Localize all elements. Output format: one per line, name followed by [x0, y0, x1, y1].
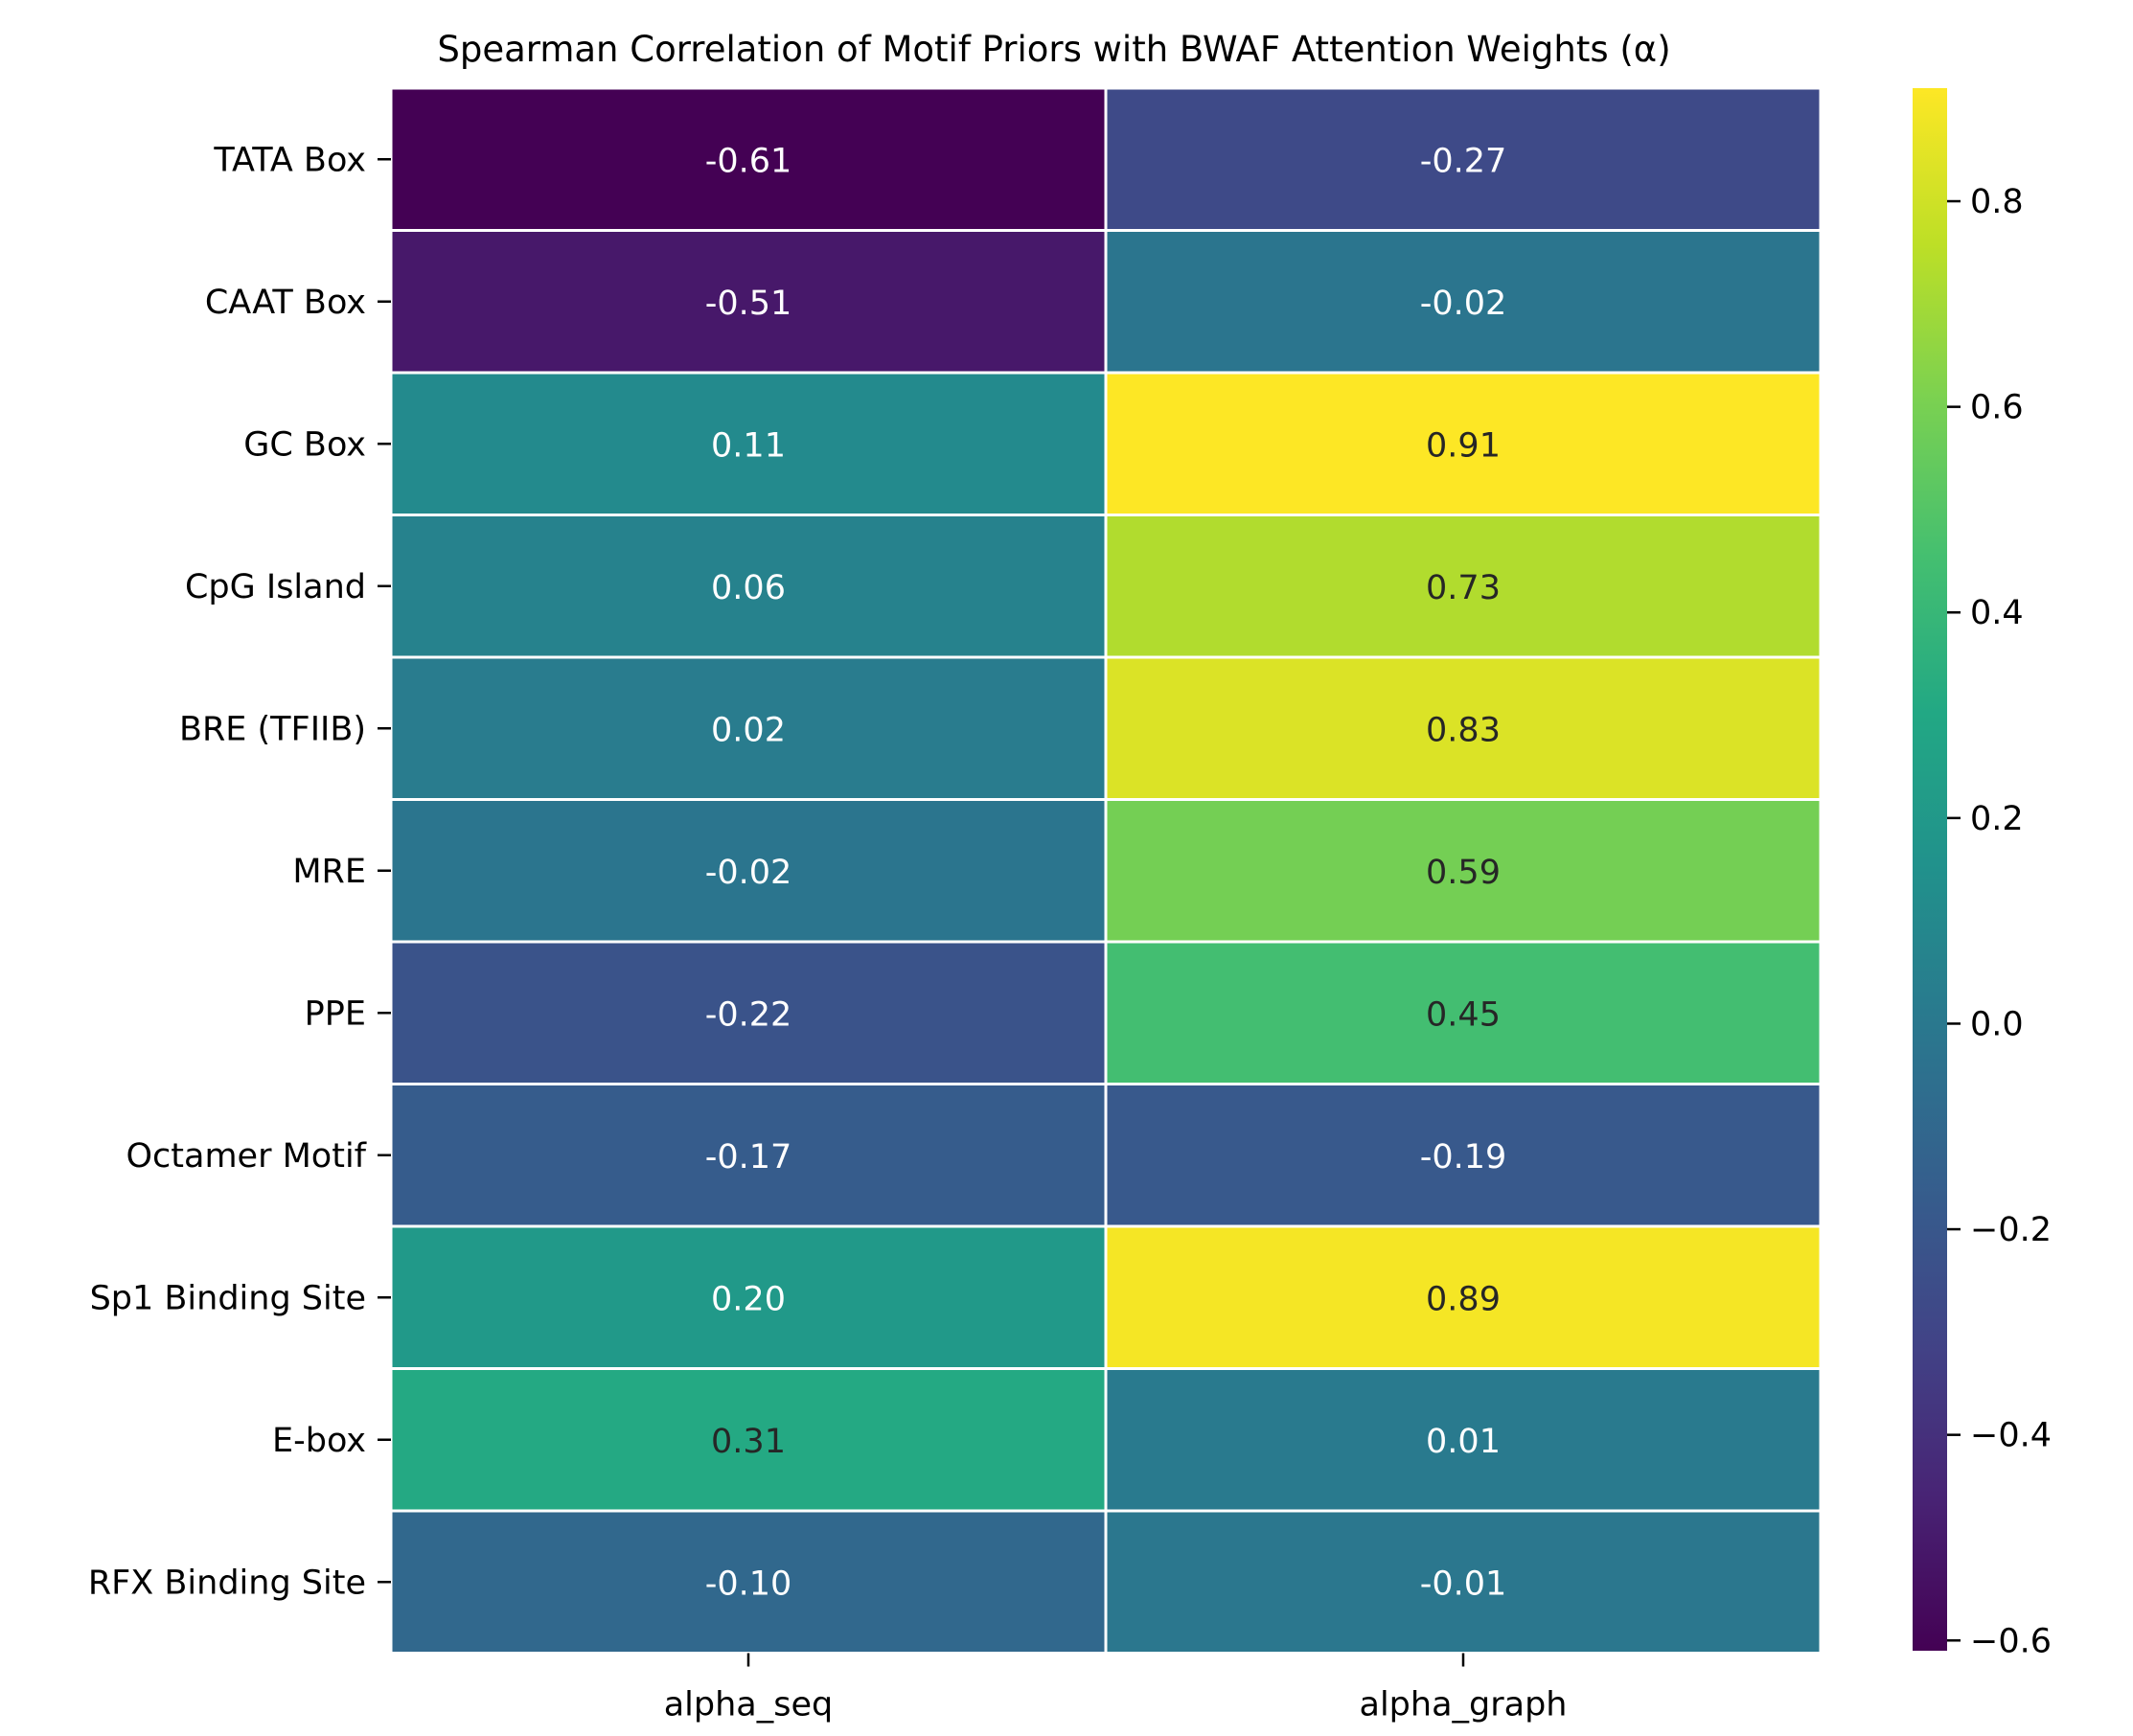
heatmap-cell: [1104, 514, 1823, 659]
chart-title: Spearman Correlation of Motif Priors wit…: [437, 29, 1670, 70]
column-labels: alpha_seq alpha_graph: [664, 1653, 1568, 1725]
colorbar-tick-label: −0.6: [1970, 1622, 2052, 1660]
colorbar: [1913, 88, 1947, 1651]
heatmap-cell: [1104, 940, 1823, 1085]
row-labels: TATA Box CAAT Box GC Box CpG Island BRE (TFI…: [88, 141, 391, 1602]
heatmap-cell: [389, 940, 1108, 1085]
heatmap-cell: [1104, 371, 1823, 516]
heatmap-cell: [389, 1224, 1108, 1370]
colorbar-tick-label: −0.2: [1970, 1211, 2052, 1249]
cell-value-label: -0.10: [705, 1565, 792, 1603]
row-label: E-box: [272, 1422, 366, 1460]
heatmap-cell: [1104, 798, 1823, 944]
cell-value-label: -0.22: [705, 995, 792, 1034]
cell-value-label: -0.51: [705, 285, 792, 323]
heatmap-cell: [1104, 229, 1823, 375]
cell-value-label: 0.06: [711, 569, 786, 607]
cell-value-label: 0.45: [1426, 995, 1501, 1034]
cell-value-label: 0.73: [1426, 569, 1501, 607]
colorbar-ticks: 0.8 0.6 0.4 0.2 0.0 −0.2 −0.4 −0.6: [1947, 183, 2052, 1660]
cell-value-label: 0.89: [1426, 1280, 1501, 1318]
row-label: PPE: [305, 994, 366, 1033]
row-label: CAAT Box: [205, 284, 366, 322]
heatmap-cell: [1104, 1367, 1823, 1513]
column-label: alpha_graph: [1360, 1686, 1568, 1725]
column-label: alpha_seq: [664, 1686, 834, 1725]
cell-value-label: 0.20: [711, 1280, 786, 1318]
cell-value-label: 0.11: [711, 426, 786, 465]
cell-value-label: -0.61: [705, 142, 792, 180]
row-label: RFX Binding Site: [88, 1564, 366, 1602]
cell-value-label: -0.27: [1420, 142, 1507, 180]
cell-value-label: 0.02: [711, 711, 786, 749]
cell-value-label: 0.91: [1426, 426, 1501, 465]
cell-value-label: 0.59: [1426, 854, 1501, 892]
cell-value-label: -0.02: [1420, 285, 1507, 323]
cell-value-label: -0.01: [1420, 1565, 1507, 1603]
heatmap-cell: [389, 1509, 1108, 1655]
heatmap-cell: [389, 371, 1108, 516]
heatmap-cells: -0.61 -0.27 -0.51 -0.02 0.11 0.91 0.06 0.73 0.02…: [389, 86, 1823, 1655]
row-label: Sp1 Binding Site: [90, 1279, 366, 1317]
heatmap-cell: [389, 86, 1108, 232]
cell-value-label: 0.01: [1426, 1423, 1501, 1461]
colorbar-tick-label: 0.0: [1970, 1005, 2024, 1043]
colorbar-tick-label: 0.4: [1970, 594, 2024, 632]
cell-value-label: 0.83: [1426, 711, 1501, 749]
heatmap-cell: [389, 1367, 1108, 1513]
row-label: CpG Island: [185, 568, 366, 606]
cell-value-label: -0.17: [705, 1138, 792, 1176]
colorbar-gradient: [1913, 88, 1947, 1651]
colorbar-tick-label: 0.6: [1970, 389, 2024, 427]
heatmap-cell: [389, 229, 1108, 375]
heatmap-cell: [1104, 1509, 1823, 1655]
colorbar-tick-label: 0.2: [1970, 800, 2024, 838]
colorbar-tick-label: −0.4: [1970, 1417, 2052, 1455]
cell-value-label: -0.02: [705, 854, 792, 892]
row-label: MRE: [292, 853, 366, 891]
heatmap-cell: [1104, 1083, 1823, 1228]
cell-value-label: 0.31: [711, 1423, 786, 1461]
row-label: Octamer Motif: [126, 1137, 367, 1176]
row-label: GC Box: [243, 425, 366, 464]
row-label: TATA Box: [213, 141, 366, 179]
heatmap-cell: [1104, 655, 1823, 801]
cell-value-label: -0.19: [1420, 1138, 1507, 1176]
heatmap-cell: [1104, 1224, 1823, 1370]
row-label: BRE (TFIIB): [179, 710, 366, 748]
heatmap-cell: [1104, 86, 1823, 232]
colorbar-tick-label: 0.8: [1970, 183, 2024, 221]
